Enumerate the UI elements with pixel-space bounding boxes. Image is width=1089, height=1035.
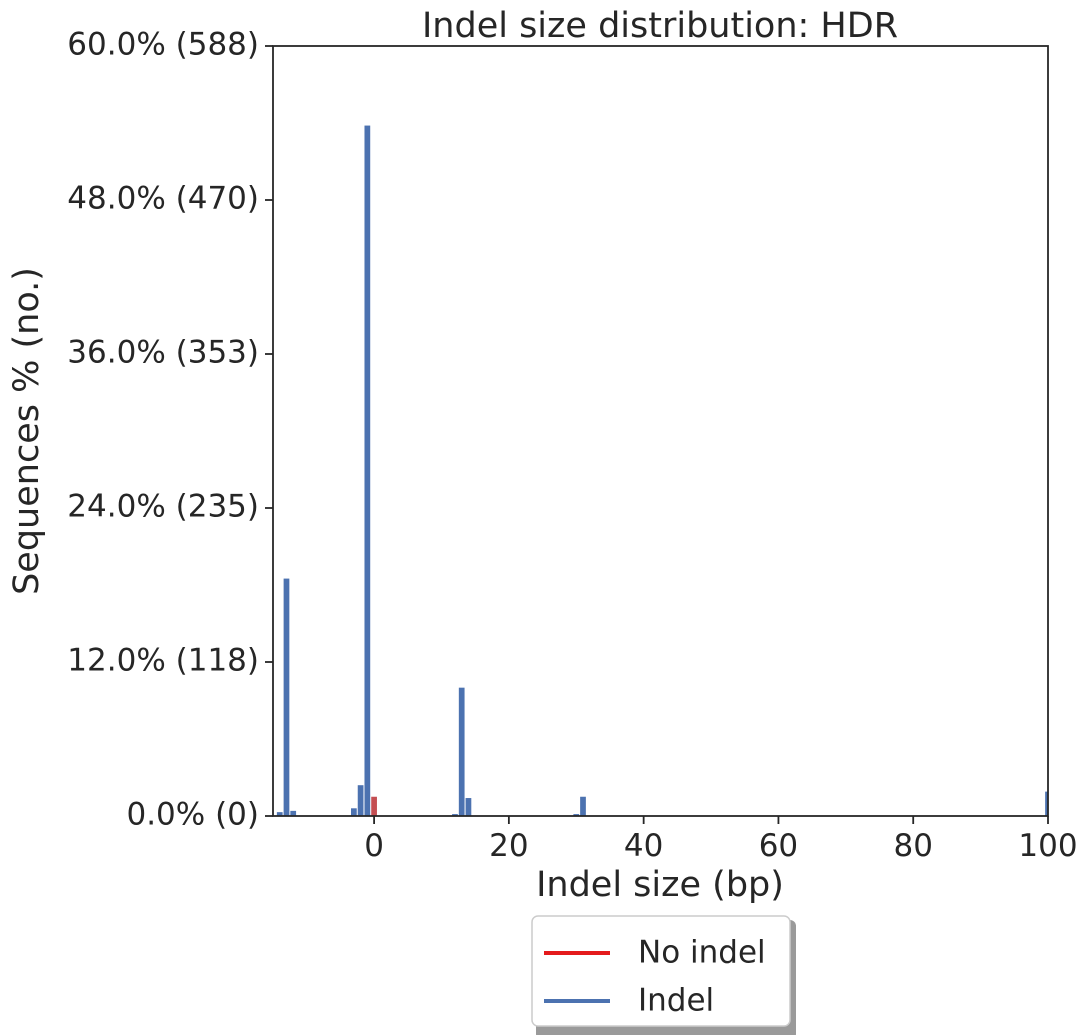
y-tick-label-3: 36.0% (353) xyxy=(67,335,259,371)
bar-indel-11 xyxy=(1045,791,1048,816)
x-tick-label-1: 20 xyxy=(489,828,528,864)
bar-indel-4 xyxy=(357,785,364,816)
x-tick-label-3: 60 xyxy=(759,828,798,864)
bar-indel-8 xyxy=(465,798,472,816)
y-tick-label-5: 60.0% (588) xyxy=(67,27,259,63)
bar-no-indel-0 xyxy=(371,796,377,816)
plot-frame xyxy=(272,45,1049,817)
x-tick-label-2: 40 xyxy=(624,828,663,864)
bar-indel-5 xyxy=(364,125,371,817)
x-tick-label-0: 0 xyxy=(364,828,384,864)
bar-indel-2 xyxy=(290,810,297,816)
chart-title: Indel size distribution: HDR xyxy=(422,6,898,46)
bar-indel-6 xyxy=(452,814,458,816)
y-tick-label-0: 0.0% (0) xyxy=(126,797,259,833)
legend: No indel Indel xyxy=(531,915,796,1035)
y-axis-label: Sequences % (no.) xyxy=(7,267,47,595)
bar-indel-1 xyxy=(283,578,290,816)
y-tick-label-1: 12.0% (118) xyxy=(67,643,259,679)
legend-box xyxy=(531,915,791,1027)
bars-layer xyxy=(276,125,1048,817)
bar-indel-3 xyxy=(351,808,357,816)
x-axis-ticks: 0 20 40 60 80 100 xyxy=(364,816,1078,864)
legend-label-no-indel: No indel xyxy=(638,935,766,971)
y-tick-label-4: 48.0% (470) xyxy=(67,181,259,217)
x-tick-label-5: 100 xyxy=(1018,828,1077,864)
y-tick-label-2: 24.0% (235) xyxy=(67,489,259,525)
bar-indel-7 xyxy=(458,687,465,816)
bar-indel-9 xyxy=(573,814,580,816)
bar-indel-0 xyxy=(276,812,283,816)
x-tick-label-4: 80 xyxy=(893,828,932,864)
x-axis-label: Indel size (bp) xyxy=(536,865,784,905)
y-axis-ticks: 0.0% (0) 12.0% (118) 24.0% (235) 36.0% (353… xyxy=(67,27,273,833)
bar-indel-10 xyxy=(580,796,586,816)
legend-label-indel: Indel xyxy=(638,983,714,1019)
